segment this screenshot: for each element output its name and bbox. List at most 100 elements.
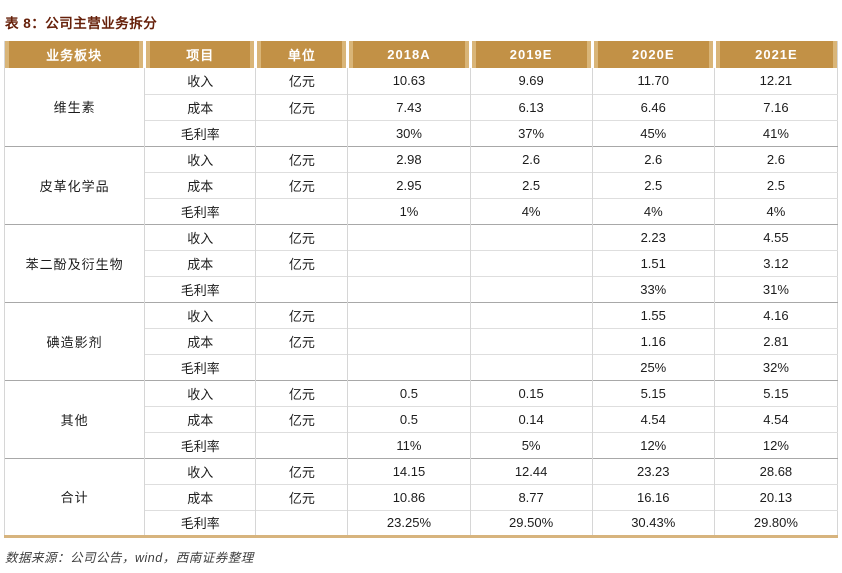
value-cell: 2.5: [469, 171, 593, 198]
item-label: 成本: [144, 171, 256, 198]
value-cell: 1.55: [591, 301, 715, 328]
value-cell: 20.13: [713, 483, 838, 510]
value-cell: 6.13: [469, 93, 593, 120]
value-cell: 23.25%: [347, 509, 471, 536]
value-cell: 4%: [469, 197, 593, 224]
table-row: 成本 亿元 1.51 3.12: [5, 249, 838, 276]
value-cell: 8.77: [469, 483, 593, 510]
value-cell: 29.80%: [713, 509, 838, 536]
value-cell: 28.68: [713, 457, 838, 484]
header-row: 业务板块 项目 单位 2018A 2019E 2020E 2021E: [4, 41, 838, 68]
col-header-2018a: 2018A: [346, 41, 471, 68]
item-label: 成本: [144, 93, 256, 120]
unit-label: [255, 353, 348, 380]
item-label: 收入: [144, 223, 256, 250]
unit-label: 亿元: [255, 93, 348, 120]
unit-label: [255, 509, 348, 536]
table-row: 成本 亿元 1.16 2.81: [5, 327, 838, 354]
unit-label: 亿元: [255, 249, 348, 276]
value-cell: 33%: [591, 275, 715, 302]
value-cell: 4.16: [713, 301, 838, 328]
item-label: 收入: [144, 301, 256, 328]
value-cell: 45%: [591, 119, 715, 146]
value-cell: 30.43%: [591, 509, 715, 536]
value-cell: 16.16: [591, 483, 715, 510]
table-title: 表 8：公司主营业务拆分: [5, 16, 158, 31]
value-cell: 41%: [713, 119, 838, 146]
table-row: 碘造影剂 收入 亿元 1.55 4.16: [3, 301, 838, 380]
value-cell: 3.12: [713, 249, 838, 276]
item-label: 收入: [144, 379, 256, 406]
segment-label: 其他: [3, 379, 145, 458]
item-label: 毛利率: [144, 119, 256, 146]
value-cell: 10.63: [347, 68, 471, 94]
value-cell: 5%: [469, 431, 593, 458]
segment-label: 维生素: [3, 68, 145, 146]
value-cell: [347, 327, 471, 354]
value-cell: 10.86: [347, 483, 471, 510]
unit-label: 亿元: [255, 327, 348, 354]
value-cell: 37%: [469, 119, 593, 146]
table-row: 毛利率 1% 4% 4% 4%: [5, 197, 838, 224]
value-cell: 0.15: [469, 379, 593, 406]
table-row: 成本 亿元 2.95 2.5 2.5 2.5: [5, 171, 838, 198]
unit-label: 亿元: [255, 457, 348, 484]
unit-label: 亿元: [255, 145, 348, 172]
value-cell: 2.23: [591, 223, 715, 250]
table-header: 业务板块 项目 单位 2018A 2019E 2020E 2021E: [4, 41, 838, 68]
value-cell: 5.15: [591, 379, 715, 406]
table-row: 成本 亿元 0.5 0.14 4.54 4.54: [5, 405, 838, 432]
col-header-2019e: 2019E: [468, 41, 593, 68]
segment-label: 合计: [3, 457, 145, 536]
item-label: 毛利率: [144, 197, 256, 224]
value-cell: 2.81: [713, 327, 838, 354]
item-label: 成本: [144, 327, 256, 354]
item-label: 收入: [144, 145, 256, 172]
unit-label: [255, 275, 348, 302]
table-row: 毛利率 30% 37% 45% 41%: [5, 119, 838, 146]
value-cell: 4.54: [713, 405, 838, 432]
value-cell: 25%: [591, 353, 715, 380]
item-label: 成本: [144, 249, 256, 276]
col-header-2020e: 2020E: [590, 41, 715, 68]
value-cell: 11.70: [591, 68, 715, 94]
source-note: 数据来源：公司公告，wind，西南证券整理: [5, 550, 254, 565]
table-row: 苯二酚及衍生物 收入 亿元 2.23 4.55: [3, 223, 838, 302]
table-body: 维生素 收入 亿元 10.63 9.69 11.70 12.21 成本 亿元 7.43 6.13 6.…: [3, 68, 838, 536]
item-label: 成本: [144, 483, 256, 510]
table-row: 成本 亿元 10.86 8.77 16.16 20.13: [5, 483, 838, 510]
unit-label: [255, 431, 348, 458]
col-header-item: 项目: [143, 41, 256, 68]
value-cell: [347, 301, 471, 328]
value-cell: 0.14: [469, 405, 593, 432]
unit-label: 亿元: [255, 301, 348, 328]
item-label: 成本: [144, 405, 256, 432]
value-cell: 4%: [713, 197, 838, 224]
value-cell: 2.5: [591, 171, 715, 198]
segment-label: 苯二酚及衍生物: [3, 223, 145, 302]
unit-label: 亿元: [255, 379, 348, 406]
value-cell: 12%: [591, 431, 715, 458]
value-cell: 4%: [591, 197, 715, 224]
value-cell: 12.21: [713, 68, 838, 94]
value-cell: [347, 353, 471, 380]
value-cell: 2.5: [713, 171, 838, 198]
value-cell: 1%: [347, 197, 471, 224]
value-cell: [469, 249, 593, 276]
table-row: 维生素 收入 亿元 10.63 9.69 11.70 12.21: [3, 68, 838, 146]
unit-label: 亿元: [255, 483, 348, 510]
value-cell: 7.43: [347, 93, 471, 120]
value-cell: 2.98: [347, 145, 471, 172]
value-cell: 7.16: [713, 93, 838, 120]
value-cell: 12%: [713, 431, 838, 458]
value-cell: 2.95: [347, 171, 471, 198]
table-row: 成本 亿元 7.43 6.13 6.46 7.16: [5, 93, 838, 120]
value-cell: 0.5: [347, 405, 471, 432]
value-cell: [347, 249, 471, 276]
item-label: 毛利率: [144, 353, 256, 380]
value-cell: 5.15: [713, 379, 838, 406]
col-header-segment: 业务板块: [4, 41, 145, 68]
value-cell: 0.5: [347, 379, 471, 406]
value-cell: [469, 327, 593, 354]
value-cell: [469, 353, 593, 380]
